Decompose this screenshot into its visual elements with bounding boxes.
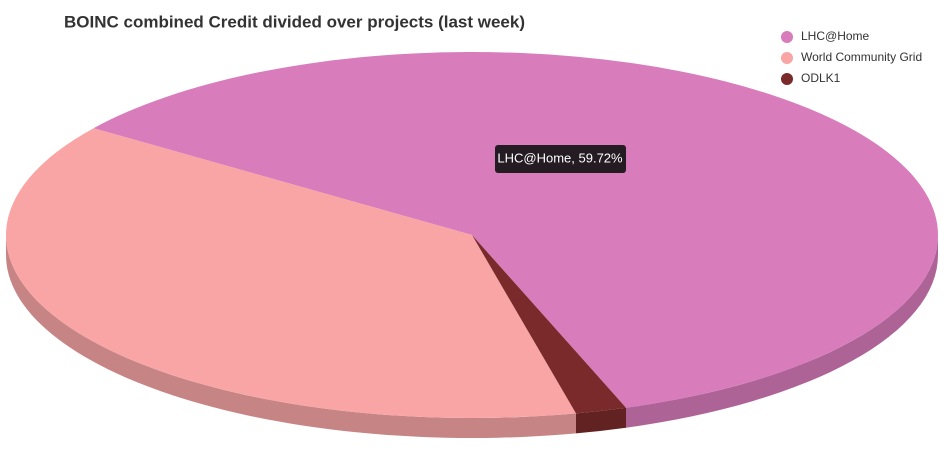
chart-title: BOINC combined Credit divided over proje… (64, 12, 525, 31)
slice-side (575, 407, 627, 434)
legend-label: World Community Grid (801, 50, 922, 64)
slice (6, 128, 576, 418)
slice-side (626, 235, 938, 428)
legend-symbol (781, 73, 793, 85)
slice (472, 235, 627, 414)
legend-label: LHC@Home (801, 29, 870, 43)
legend-symbol (781, 52, 793, 64)
tooltip-box (495, 145, 626, 173)
legend-symbol (781, 31, 793, 43)
legend-label: ODLK1 (801, 71, 841, 85)
slice (93, 51, 938, 408)
slice-side (6, 235, 576, 438)
tooltip: LHC@Home, 59.72% (497, 150, 623, 165)
